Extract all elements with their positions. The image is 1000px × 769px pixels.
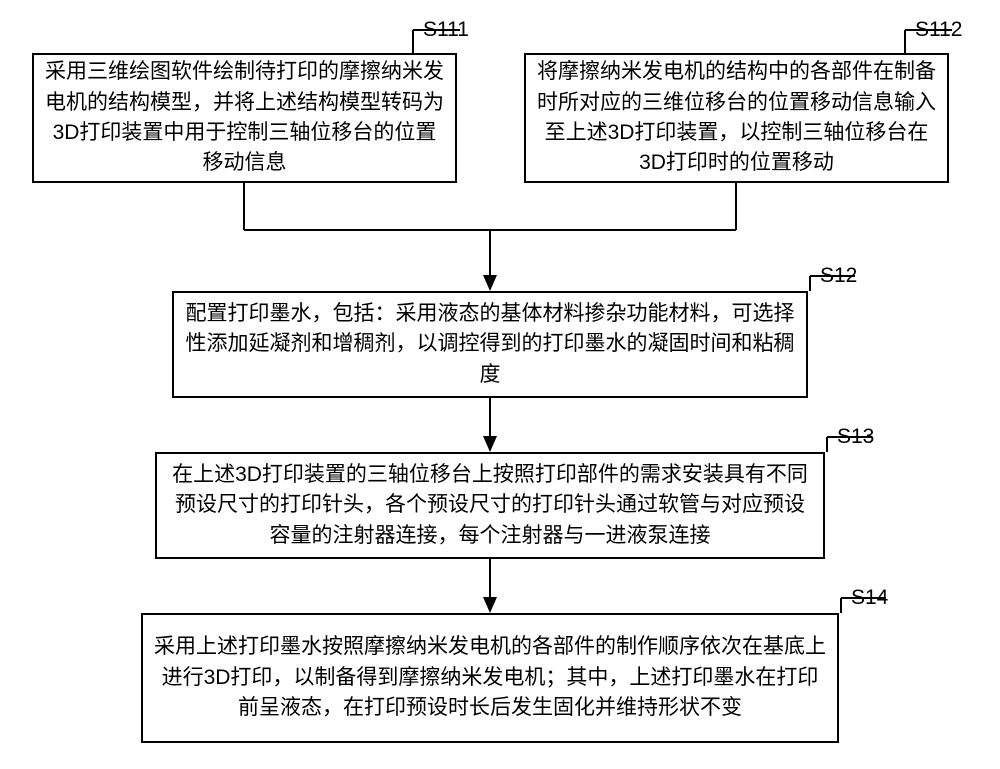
- node-s13-text: 在上述3D打印装置的三轴位移台上按照打印部件的需求安装具有不同预设尺寸的打印针头…: [167, 460, 813, 551]
- node-s14: 采用上述打印墨水按照摩擦纳米发电机的各部件的制作顺序依次在基底上进行3D打印，以…: [141, 613, 839, 743]
- node-s111: 采用三维绘图软件绘制待打印的摩擦纳米发电机的结构模型，并将上述结构模型转码为3D…: [32, 53, 457, 183]
- node-s12: 配置打印墨水，包括：采用液态的基体材料掺杂功能材料，可选择性添加延凝剂和增稠剂，…: [172, 291, 808, 398]
- label-s112: S112: [915, 18, 963, 42]
- node-s112: 将摩擦纳米发电机的结构中的各部件在制备时所对应的三维位移台的位置移动信息输入至上…: [524, 53, 949, 183]
- node-s12-text: 配置打印墨水，包括：采用液态的基体材料掺杂功能材料，可选择性添加延凝剂和增稠剂，…: [184, 299, 796, 390]
- flowchart-canvas: 采用三维绘图软件绘制待打印的摩擦纳米发电机的结构模型，并将上述结构模型转码为3D…: [0, 0, 1000, 769]
- label-s111: S111: [423, 18, 469, 42]
- node-s13: 在上述3D打印装置的三轴位移台上按照打印部件的需求安装具有不同预设尺寸的打印针头…: [155, 452, 825, 559]
- node-s111-text: 采用三维绘图软件绘制待打印的摩擦纳米发电机的结构模型，并将上述结构模型转码为3D…: [44, 57, 445, 179]
- label-s13: S13: [837, 425, 874, 449]
- label-s14: S14: [851, 586, 888, 610]
- node-s14-text: 采用上述打印墨水按照摩擦纳米发电机的各部件的制作顺序依次在基底上进行3D打印，以…: [153, 632, 827, 723]
- label-s12: S12: [820, 264, 857, 288]
- node-s112-text: 将摩擦纳米发电机的结构中的各部件在制备时所对应的三维位移台的位置移动信息输入至上…: [536, 57, 937, 179]
